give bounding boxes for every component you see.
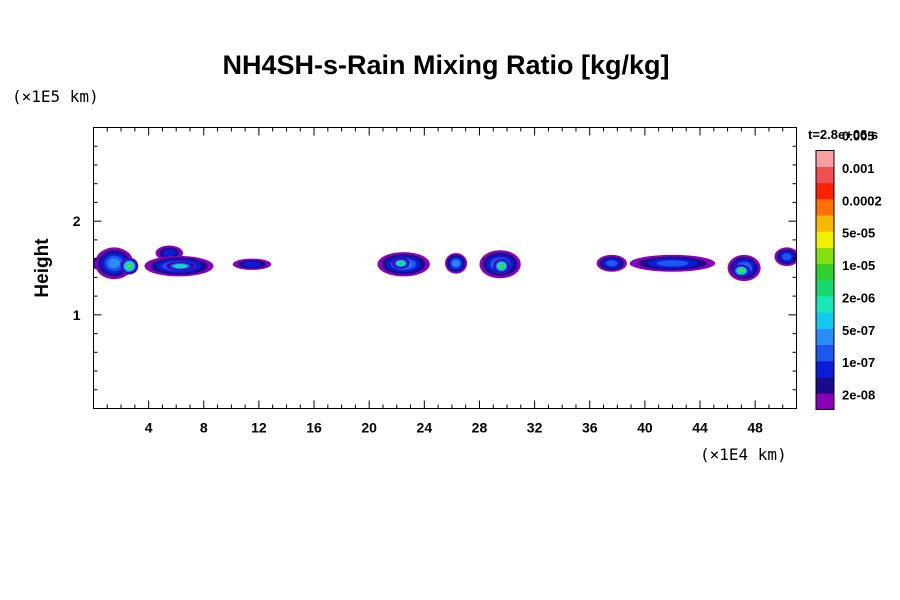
colorbar-swatch xyxy=(816,312,834,329)
x-tick-label: 16 xyxy=(306,420,322,436)
y-axis-label: Height xyxy=(32,238,53,298)
colorbar-swatch xyxy=(816,182,834,200)
colorbar-swatch xyxy=(816,263,834,281)
colorbar-label: 1e-05 xyxy=(842,258,875,273)
colorbar-label: 2e-08 xyxy=(842,388,875,403)
colorbar: 0.005 0.001 0.0002 5e-05 1e-05 2e-06 5e-07 1e-0… xyxy=(815,129,882,410)
data-blob xyxy=(232,258,272,270)
blob-level-2 xyxy=(162,249,176,257)
blob-level-3 xyxy=(656,260,689,267)
data-blob xyxy=(596,254,627,272)
colorbar-label: 2e-06 xyxy=(842,290,875,305)
blob-level-9 xyxy=(127,264,131,268)
colorbar-label: 5e-07 xyxy=(842,323,875,338)
colorbar-swatch xyxy=(816,166,834,184)
x-tick-label: 28 xyxy=(472,420,488,436)
data-blob xyxy=(165,261,196,271)
x-tick-label: 48 xyxy=(747,420,763,436)
x-tick-label: 44 xyxy=(692,420,708,436)
time-label: t=2.8e+06 s xyxy=(808,127,878,142)
data-blob xyxy=(493,258,510,274)
colorbar-swatch xyxy=(816,199,834,216)
blob-level-8 xyxy=(399,262,403,265)
chart-title: NH4SH-s-Rain Mixing Ratio [kg/kg] xyxy=(222,50,669,80)
blob-level-2 xyxy=(242,261,262,267)
colorbar-label: 5e-05 xyxy=(842,226,875,241)
colorbar-swatch xyxy=(816,328,834,346)
x-tick-label: 36 xyxy=(582,420,598,436)
colorbar-swatch xyxy=(816,231,834,248)
x-tick-label: 8 xyxy=(200,420,208,436)
colorbar-label: 0.0002 xyxy=(842,193,882,208)
colorbar-swatch xyxy=(816,296,834,313)
blob-level-4 xyxy=(108,258,121,269)
x-tick-label: 4 xyxy=(145,420,153,436)
data-blob xyxy=(732,264,751,278)
data-blob xyxy=(629,254,716,272)
blob-level-3 xyxy=(782,253,792,261)
colorbar-swatch xyxy=(816,280,834,297)
blob-level-7 xyxy=(177,265,184,268)
x-unit-label: (×1E4 km) xyxy=(700,445,787,464)
colorbar-swatch xyxy=(816,360,834,378)
colorbar-label: 0.005 xyxy=(842,129,875,144)
x-tick-label: 40 xyxy=(637,420,653,436)
y-tick-label: 1 xyxy=(73,307,81,323)
colorbar-frame xyxy=(815,150,835,410)
data-blob xyxy=(445,253,468,274)
x-tick-label: 12 xyxy=(251,420,267,436)
colorbar-swatch xyxy=(816,247,834,265)
y-unit-label: (×1E5 km) xyxy=(12,87,99,106)
colorbar-swatch xyxy=(816,215,834,232)
y-tick-label: 2 xyxy=(73,213,81,229)
x-tick-label: 32 xyxy=(527,420,543,436)
colorbar-swatch xyxy=(816,377,834,394)
y-axis: 12 xyxy=(73,145,797,391)
colorbar-swatch xyxy=(816,344,834,362)
x-tick-label: 20 xyxy=(361,420,377,436)
x-axis: 4 8 12 16 20 24 28 32 36 40 44 48 xyxy=(106,127,784,436)
colorbar-swatch xyxy=(816,393,834,410)
colorbar-label: 1e-07 xyxy=(842,355,875,370)
blob-level-9 xyxy=(739,269,743,272)
colorbar-swatch xyxy=(816,150,834,167)
blob-level-9 xyxy=(500,264,503,268)
colorbar-label: 0.001 xyxy=(842,161,875,176)
data-blob xyxy=(774,247,797,267)
plot-area xyxy=(93,245,797,282)
blob-level-3 xyxy=(606,260,618,267)
data-blob xyxy=(120,257,139,275)
blob-level-4 xyxy=(452,260,460,267)
data-blob xyxy=(391,257,410,269)
plot-frame xyxy=(93,127,797,409)
x-tick-label: 24 xyxy=(417,420,433,436)
